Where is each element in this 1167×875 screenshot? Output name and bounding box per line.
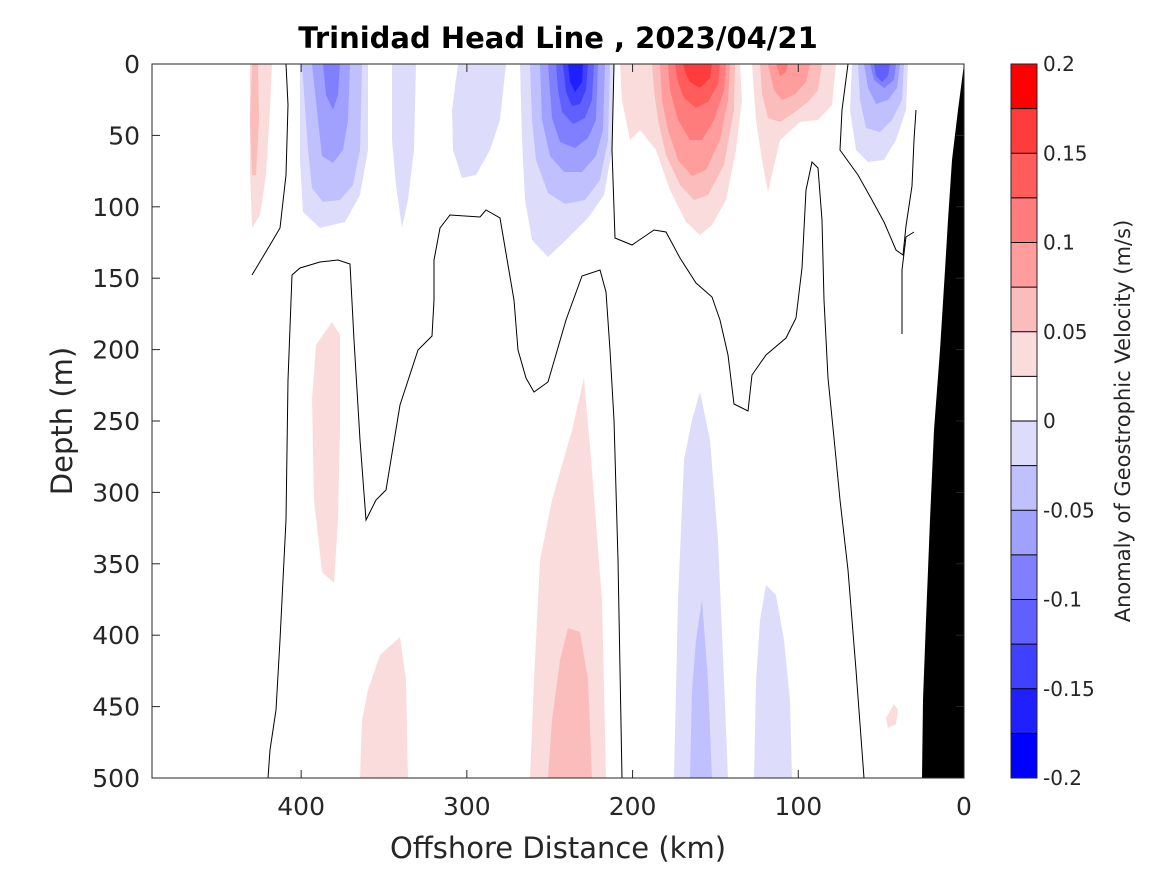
anomaly-pos-425km-inner xyxy=(250,64,259,175)
colorbar-swatch xyxy=(1011,153,1037,198)
x-tick-label: 400 xyxy=(277,792,325,821)
deep-anomalies xyxy=(312,322,898,778)
anomaly-neg-375km-l4 xyxy=(323,64,340,110)
zero-contours xyxy=(251,64,917,778)
anomaly-pos-355km xyxy=(360,637,408,778)
x-axis: 400 300 200 100 0 xyxy=(277,64,972,821)
anomaly-neg-340km xyxy=(392,64,416,228)
colorbar-label: Anomaly of Geostrophic Velocity (m/s) xyxy=(1111,220,1135,623)
anomaly-pos-45km xyxy=(886,704,898,728)
x-axis-label: Offshore Distance (km) xyxy=(390,831,726,865)
colorbar-swatch xyxy=(1011,64,1037,109)
anomaly-neg-375km-l3 xyxy=(312,64,350,163)
x-tick-label: 0 xyxy=(956,792,972,821)
anomaly-pos-385km xyxy=(312,322,340,583)
colorbar-swatch xyxy=(1011,376,1037,421)
colorbar-swatch xyxy=(1011,108,1037,154)
surface-anomalies xyxy=(250,64,908,257)
anomaly-pos-240km-l2 xyxy=(548,628,592,778)
y-axis: 0 50 100 150 200 250 300 350 400 450 500 xyxy=(92,50,964,793)
colorbar-swatch xyxy=(1011,510,1037,555)
colorbar-tick-label: 0.1 xyxy=(1043,231,1075,255)
colorbar-frame xyxy=(1010,63,1038,779)
colorbar-swatch xyxy=(1011,599,1037,645)
colorbar-swatch xyxy=(1011,421,1037,466)
y-tick-label: 350 xyxy=(92,550,140,579)
colorbar-tick-label: 0 xyxy=(1043,409,1056,433)
y-tick-label: 500 xyxy=(92,764,140,793)
y-tick-label: 50 xyxy=(108,121,140,150)
colorbar-swatch xyxy=(1011,197,1037,243)
anomaly-pos-105km-l3 xyxy=(768,64,810,100)
zero-contour-1 xyxy=(251,64,289,276)
colorbar-tick-label: 0.2 xyxy=(1043,52,1075,76)
plot-area xyxy=(250,64,964,778)
y-tick-label: 450 xyxy=(92,693,140,722)
colorbar-swatch xyxy=(1011,331,1037,377)
anomaly-neg-160km-l2 xyxy=(690,600,712,778)
colorbar-tick-label: -0.1 xyxy=(1043,588,1082,612)
colorbar-tick-label: 0.05 xyxy=(1043,320,1088,344)
colorbar-tick-label: 0.15 xyxy=(1043,141,1088,165)
x-tick-label: 300 xyxy=(443,792,491,821)
colorbar: 0.2 0.15 0.1 0.05 0 -0.05 -0.1 -0.15 -0.2 xyxy=(1010,52,1095,790)
anomaly-pos-160km-l6 xyxy=(683,64,712,88)
y-tick-label: 200 xyxy=(92,336,140,365)
bathymetry xyxy=(922,64,964,778)
anomaly-neg-110km xyxy=(754,585,792,778)
y-tick-label: 300 xyxy=(92,478,140,507)
colorbar-swatch xyxy=(1011,554,1037,600)
colorbar-tick-label: -0.15 xyxy=(1043,677,1095,701)
colorbar-tick-label: -0.2 xyxy=(1043,766,1082,790)
colorbar-swatch xyxy=(1011,688,1037,734)
anomaly-neg-160km-l1 xyxy=(674,392,728,778)
y-tick-label: 400 xyxy=(92,621,140,650)
y-tick-label: 250 xyxy=(92,407,140,436)
anomaly-neg-290km xyxy=(452,64,506,178)
colorbar-tick-label: -0.05 xyxy=(1043,498,1095,522)
zero-contour-2 xyxy=(267,209,623,778)
zero-contour-4 xyxy=(839,64,917,256)
anomaly-pos-105km-l4 xyxy=(776,64,788,76)
y-tick-label: 100 xyxy=(92,193,140,222)
anomaly-neg-232km-l7 xyxy=(568,64,583,92)
y-tick-label: 0 xyxy=(124,50,140,79)
anomaly-neg-55km-l5 xyxy=(874,64,890,82)
chart-title: Trinidad Head Line , 2023/04/21 xyxy=(298,21,818,55)
colorbar-swatch xyxy=(1011,287,1037,332)
colorbar-swatch xyxy=(1011,644,1037,689)
y-tick-label: 150 xyxy=(92,264,140,293)
colorbar-swatch xyxy=(1011,733,1037,778)
x-tick-label: 200 xyxy=(609,792,657,821)
x-tick-label: 100 xyxy=(774,792,822,821)
colorbar-swatch xyxy=(1011,242,1037,288)
colorbar-swatch xyxy=(1011,465,1037,511)
zero-contour-3 xyxy=(611,64,865,778)
y-axis-label: Depth (m) xyxy=(45,347,79,495)
zero-contour-5 xyxy=(901,231,915,334)
